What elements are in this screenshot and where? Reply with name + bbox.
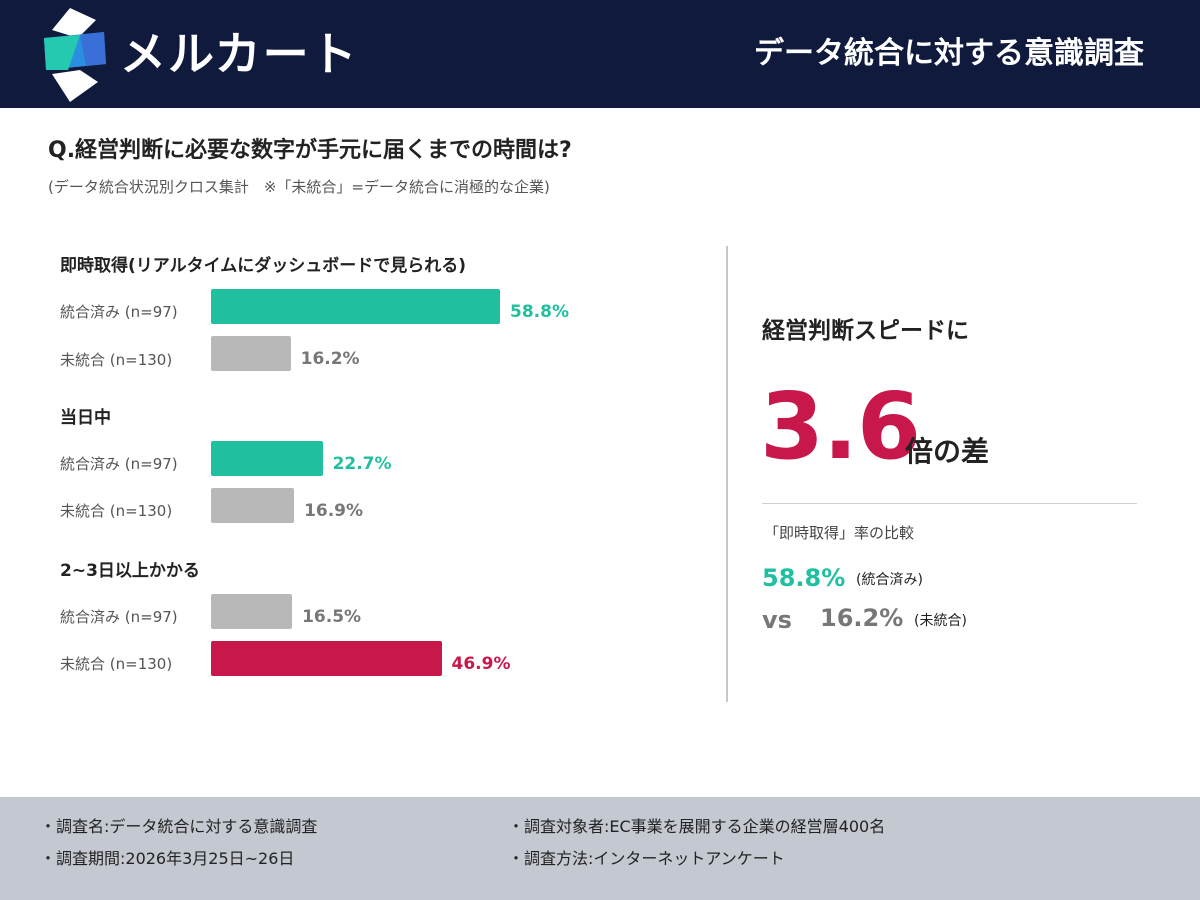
highlight-big-suffix: 倍の差	[905, 435, 990, 468]
bar-value-label: 16.5%	[302, 607, 362, 627]
header-bar: メルカート データ統合に対する意識調査	[0, 0, 1200, 108]
footer-survey-period: ・調査期間:2026年3月25日~26日	[40, 849, 295, 868]
bar-instant-integrated	[211, 289, 500, 324]
bar-value-label: 16.9%	[304, 501, 364, 521]
highlight-value-unintegrated: 16.2%	[820, 604, 904, 632]
row-label: 統合済み (n=97)	[60, 608, 178, 626]
footer: ・調査名:データ統合に対する意識調査 ・調査対象者:EC事業を展開する企業の経営…	[0, 797, 1200, 900]
highlight-caption: 「即時取得」率の比較	[764, 524, 915, 542]
highlight-big-number: 3.6	[760, 373, 921, 480]
highlight-title: 経営判断スピードに	[762, 318, 969, 344]
group-title-multi-day: 2~3日以上かかる	[60, 561, 200, 581]
highlight-tag-unintegrated: (未統合)	[914, 613, 967, 629]
logo-text: メルカート	[120, 27, 359, 81]
bar-value-label: 58.8%	[510, 302, 569, 322]
row-label: 未統合 (n=130)	[60, 655, 173, 673]
bar-value-label: 22.7%	[332, 454, 392, 474]
highlight-vs: vs	[762, 606, 792, 634]
question-subtitle: (データ統合状況別クロス集計 ※「未統合」=データ統合に消極的な企業)	[48, 178, 550, 196]
vertical-divider	[726, 246, 728, 702]
group-title-instant: 即時取得(リアルタイムにダッシュボードで見られる)	[60, 256, 467, 276]
bar-sameday-integrated	[211, 441, 323, 476]
footer-survey-name: ・調査名:データ統合に対する意識調査	[40, 817, 318, 836]
bar-multiday-integrated	[211, 594, 293, 629]
bar-instant-unintegrated	[211, 336, 291, 371]
highlight-divider	[762, 503, 1137, 504]
logo-icon	[44, 8, 106, 102]
bar-sameday-unintegrated	[211, 488, 295, 523]
row-label: 統合済み (n=97)	[60, 303, 178, 321]
group-title-same-day: 当日中	[60, 408, 111, 428]
question-title: Q.経営判断に必要な数字が手元に届くまでの時間は?	[48, 138, 572, 163]
footer-survey-method: ・調査方法:インターネットアンケート	[508, 849, 785, 868]
highlight-tag-integrated: (統合済み)	[856, 572, 923, 588]
row-label: 未統合 (n=130)	[60, 502, 173, 520]
footer-survey-target: ・調査対象者:EC事業を展開する企業の経営層400名	[508, 817, 886, 836]
header-title: データ統合に対する意識調査	[754, 36, 1144, 71]
highlight-value-integrated: 58.8%	[762, 564, 846, 592]
bar-value-label: 46.9%	[451, 654, 511, 674]
row-label: 統合済み (n=97)	[60, 455, 178, 473]
bar-value-label: 16.2%	[300, 349, 360, 369]
bar-multiday-unintegrated	[211, 641, 442, 676]
row-label: 未統合 (n=130)	[60, 351, 173, 369]
